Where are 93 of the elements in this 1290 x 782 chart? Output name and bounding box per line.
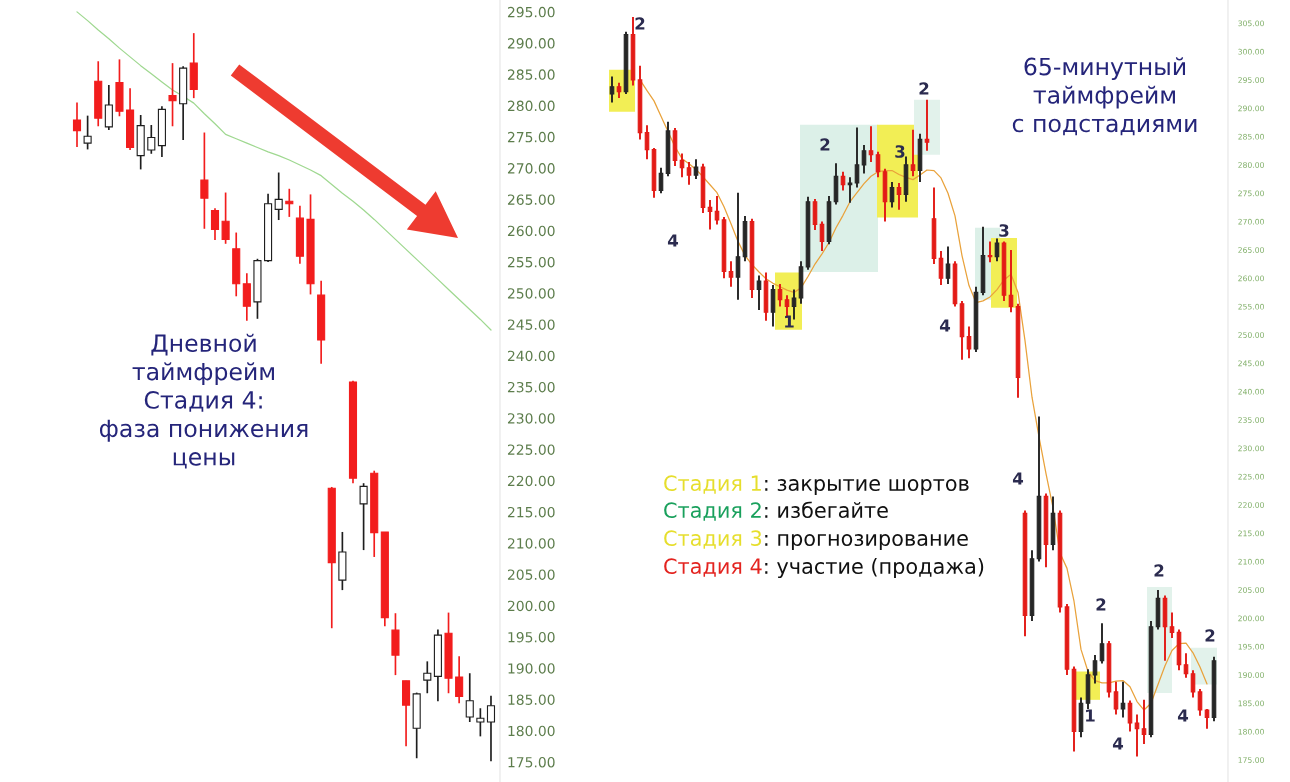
y-tick-label: 290.00 [507,38,555,49]
annotation: : участие (продажа) [765,557,984,579]
annotation: 2 [1096,598,1106,611]
annotation: 2 [635,17,645,30]
y-tick-label: 235.00 [507,381,555,393]
candlestick [147,124,156,155]
candlestick [945,245,951,285]
y-tick-label: 210.00 [507,538,555,549]
text: 65-минутный таймфрейм с подстадиями [1012,57,1197,136]
y-tick-label: 265.00 [507,194,555,205]
candlestick [686,161,692,186]
y-tick-label: 175.00 [508,756,555,768]
y-tick-label: 220.00 [507,475,555,487]
text: Дневной таймфрейм Стадия 4: фаза понижения цены [99,333,308,469]
candlestick [910,128,916,178]
candlestick [200,131,209,230]
y-tick-label: 200.00 [507,600,555,612]
candlestick [72,101,82,148]
candlestick [1120,680,1126,719]
annotation: 4 [1177,709,1189,722]
candlestick [83,114,92,151]
candlestick [707,199,713,231]
annotation: 4 [1112,737,1124,750]
y-tick-label: 245.00 [507,319,555,330]
annotation: : закрытие шортов [765,479,969,496]
candlestick [756,274,762,311]
y-tick-label: 280.00 [507,100,555,112]
annotation: Стадия 1 [664,475,761,494]
candlestick [465,672,474,723]
annotation: : избегайте [765,501,888,519]
candlestick [868,125,874,164]
candlestick [994,237,1000,263]
y-tick-label: 205.00 [507,569,555,580]
candlestick [1141,698,1147,745]
candlestick [1197,688,1203,717]
candlestick [854,126,860,189]
y-tick-label: 225.00 [507,444,555,455]
y-tick-label: 250.00 [507,288,555,299]
band-label: 3 [895,145,905,158]
y-tick-label: 295.00 [507,6,555,18]
candlestick [221,191,230,245]
candlestick [924,98,930,152]
candlestick [735,191,741,301]
candlestick [1092,654,1098,685]
band-label: 1 [785,315,794,328]
candlestick [896,182,902,211]
y-tick-label: 285.00 [507,69,555,80]
candlestick [168,62,177,128]
candlestick [486,694,496,763]
band-label: 2 [820,138,830,151]
y-tick-label: 230.00 [507,413,555,424]
candlestick [1113,680,1119,716]
candlestick [693,158,699,181]
candlestick [966,325,972,360]
y-tick-label: 180.00 [508,725,555,737]
y-tick-label: 275.00 [507,131,555,143]
y-tick-label: 260.00 [507,225,555,237]
candlestick [609,75,615,104]
candlestick [728,260,734,288]
candlestick [210,207,220,241]
candlestick [1134,713,1140,758]
band-label: 1 [1086,709,1095,722]
candlestick [455,655,464,705]
candlestick [1169,611,1175,640]
annotation: Стадия 3 [664,530,762,549]
annotation: 4 [939,319,951,332]
annotation: : прогнозирование [765,534,968,551]
y-tick-label: 270.00 [507,163,555,174]
y-tick-label: 215.00 [507,506,555,518]
annotation: 4 [1012,472,1024,485]
line-series [76,11,492,331]
y-tick-label: 195.00 [508,631,555,643]
candlestick [476,707,485,738]
candlestick [359,482,368,551]
candlestick [714,195,720,226]
annotation: Стадия 4 [664,558,762,577]
candlestick [274,171,283,221]
y-tick-label: 255.00 [507,256,555,268]
candlestick [847,176,853,204]
y-tick-label: 185.00 [508,694,555,705]
band-label: 2 [1154,564,1164,577]
candlestick [861,144,867,175]
band-label: 2 [1205,629,1215,642]
annotation: 4 [667,234,679,247]
candlestick [104,84,113,131]
candlestick [242,272,251,322]
band-label: 3 [999,224,1009,237]
y-tick-label: 240.00 [507,350,555,362]
y-tick-label: 190.00 [508,663,555,674]
annotation: Стадия 2 [664,502,761,521]
candlestick [1190,669,1196,699]
candlestick [423,660,432,695]
band-label: 2 [919,82,929,95]
